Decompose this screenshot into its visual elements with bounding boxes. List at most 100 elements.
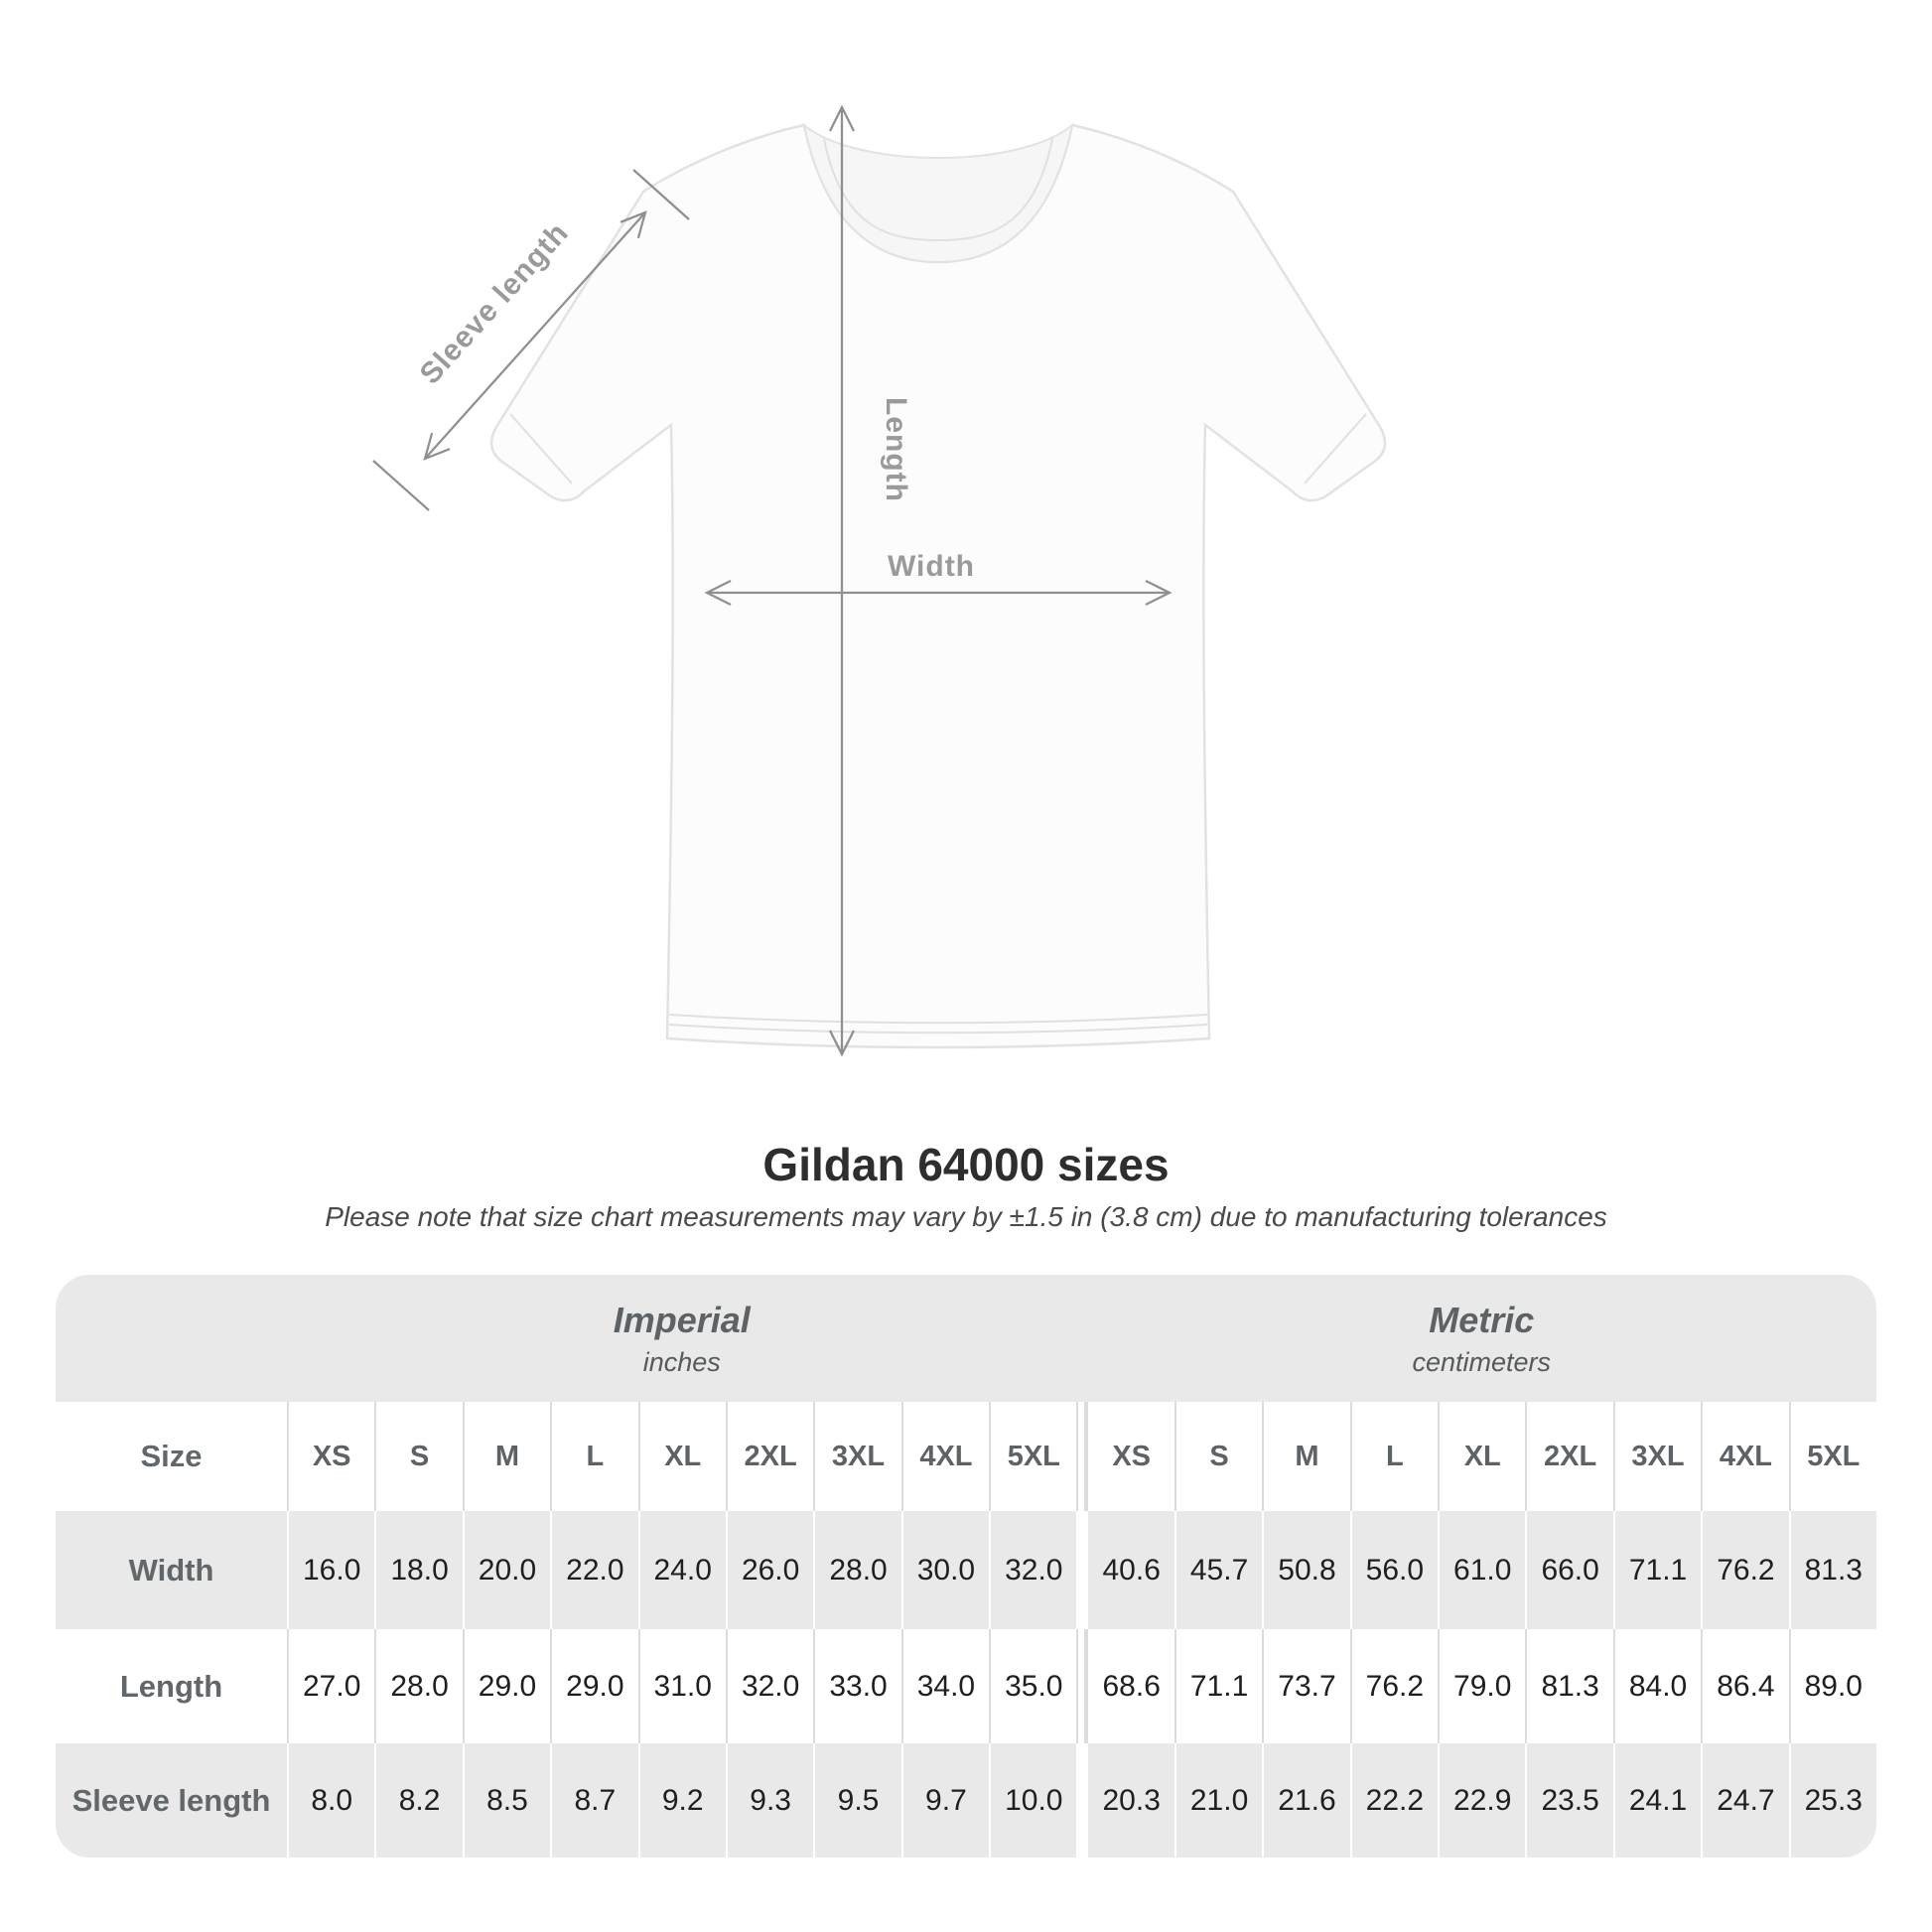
length-imperial-4xl-cell: 34.0 xyxy=(900,1629,990,1743)
imperial-group-header: Imperial inches xyxy=(287,1275,1077,1402)
imperial-group-unit: inches xyxy=(642,1346,721,1377)
size-imperial-3xl-header: 3XL xyxy=(813,1402,901,1511)
right-sleeve-seam xyxy=(1304,413,1367,484)
size-metric-m-header: M xyxy=(1262,1402,1350,1511)
left-sleeve-seam xyxy=(509,413,573,484)
width-metric-m-cell: 50.8 xyxy=(1262,1511,1350,1629)
length-row: Length 27.0 28.0 29.0 29.0 31.0 32.0 33.0 34.0 35… xyxy=(56,1629,1876,1743)
size-chart-body: Size XS S M L XL 2XL 3XL 4XL 5XL XS S M L XL 2XL 3XL 4XL 5… xyxy=(56,1402,1876,1858)
width-imperial-xs-cell: 16.0 xyxy=(287,1511,375,1629)
width-imperial-5xl-cell: 32.0 xyxy=(989,1511,1077,1629)
tshirt-collar xyxy=(802,122,1074,264)
width-metric-l-cell: 56.0 xyxy=(1349,1511,1439,1629)
size-metric-s-header: S xyxy=(1173,1402,1263,1511)
width-label: Width xyxy=(888,550,975,583)
width-imperial-m-cell: 20.0 xyxy=(462,1511,551,1629)
sleeve-length-metric-3xl-cell: 24.1 xyxy=(1612,1743,1702,1858)
width-imperial-xl-cell: 24.0 xyxy=(637,1511,726,1629)
group-gap xyxy=(1076,1511,1087,1629)
length-imperial-xs-cell: 27.0 xyxy=(287,1629,375,1743)
length-imperial-xl-cell: 31.0 xyxy=(637,1629,726,1743)
sleeve-length-row: Sleeve length 8.0 8.2 8.5 8.7 9.2 9.3 9.5 9.7 10.… xyxy=(56,1743,1876,1858)
length-imperial-s-cell: 28.0 xyxy=(374,1629,463,1743)
page-title: Gildan 64000 sizes xyxy=(762,1139,1170,1190)
sleeve-length-metric-2xl-cell: 23.5 xyxy=(1525,1743,1613,1858)
sleeve-length-row-label: Sleeve length xyxy=(56,1743,287,1858)
sleeve-length-metric-xs-cell: 20.3 xyxy=(1086,1743,1174,1858)
width-metric-2xl-cell: 66.0 xyxy=(1525,1511,1613,1629)
size-imperial-m-header: M xyxy=(462,1402,551,1511)
sleeve-length-metric-5xl-cell: 25.3 xyxy=(1788,1743,1876,1858)
tshirt-measurement-figure: Length Width Sleeve length xyxy=(372,104,1387,1057)
length-imperial-m-cell: 29.0 xyxy=(462,1629,551,1743)
tshirt-outline xyxy=(489,123,1387,1049)
width-imperial-s-cell: 18.0 xyxy=(374,1511,463,1629)
sleeve-length-imperial-3xl-cell: 9.5 xyxy=(813,1743,901,1858)
size-imperial-l-header: L xyxy=(550,1402,638,1511)
sleeve-length-metric-m-cell: 21.6 xyxy=(1262,1743,1350,1858)
sleeve-length-metric-l-cell: 22.2 xyxy=(1349,1743,1439,1858)
sleeve-length-imperial-s-cell: 8.2 xyxy=(374,1743,463,1858)
size-imperial-xs-header: XS xyxy=(287,1402,375,1511)
sleeve-length-metric-xl-cell: 22.9 xyxy=(1438,1743,1526,1858)
size-metric-xl-header: XL xyxy=(1438,1402,1526,1511)
length-metric-xs-cell: 68.6 xyxy=(1086,1629,1174,1743)
size-metric-4xl-header: 4XL xyxy=(1701,1402,1789,1511)
length-row-label: Length xyxy=(56,1629,287,1743)
width-metric-xl-cell: 61.0 xyxy=(1438,1511,1526,1629)
sleeve-length-imperial-2xl-cell: 9.3 xyxy=(725,1743,814,1858)
width-row-label: Width xyxy=(56,1511,287,1629)
group-gap xyxy=(1076,1743,1087,1858)
size-imperial-xl-header: XL xyxy=(637,1402,726,1511)
length-metric-2xl-cell: 81.3 xyxy=(1525,1629,1613,1743)
sleeve-length-imperial-m-cell: 8.5 xyxy=(462,1743,551,1858)
size-row-label: Size xyxy=(56,1402,287,1511)
width-imperial-3xl-cell: 28.0 xyxy=(813,1511,901,1629)
width-imperial-2xl-cell: 26.0 xyxy=(725,1511,814,1629)
metric-group-unit: centimeters xyxy=(1412,1346,1552,1377)
sleeve-length-arrow xyxy=(372,169,690,511)
sleeve-length-imperial-4xl-cell: 9.7 xyxy=(900,1743,990,1858)
length-imperial-2xl-cell: 32.0 xyxy=(725,1629,814,1743)
size-metric-xs-header: XS xyxy=(1086,1402,1174,1511)
width-metric-5xl-cell: 81.3 xyxy=(1788,1511,1876,1629)
tshirt-illustration: Length Width Sleeve length xyxy=(372,104,1387,1057)
width-metric-3xl-cell: 71.1 xyxy=(1612,1511,1702,1629)
bottom-hem-seam xyxy=(668,1014,1208,1035)
width-imperial-l-cell: 22.0 xyxy=(550,1511,638,1629)
length-label: Length xyxy=(880,397,912,502)
tolerance-note: Please note that size chart measurements… xyxy=(325,1201,1607,1232)
size-metric-l-header: L xyxy=(1349,1402,1439,1511)
size-imperial-2xl-header: 2XL xyxy=(725,1402,814,1511)
width-row: Width 16.0 18.0 20.0 22.0 24.0 26.0 28.0 30.0 32.… xyxy=(56,1511,1876,1629)
metric-group-header: Metric centimeters xyxy=(1087,1275,1877,1402)
imperial-group-title: Imperial xyxy=(613,1299,751,1340)
length-metric-5xl-cell: 89.0 xyxy=(1788,1629,1876,1743)
sleeve-length-imperial-5xl-cell: 10.0 xyxy=(989,1743,1077,1858)
size-metric-2xl-header: 2XL xyxy=(1525,1402,1613,1511)
size-row: Size XS S M L XL 2XL 3XL 4XL 5XL XS S M L XL 2XL 3XL 4XL 5… xyxy=(56,1402,1876,1511)
length-metric-3xl-cell: 84.0 xyxy=(1612,1629,1702,1743)
sleeve-length-imperial-xs-cell: 8.0 xyxy=(287,1743,375,1858)
sleeve-length-imperial-xl-cell: 9.2 xyxy=(637,1743,726,1858)
length-arrow xyxy=(828,104,856,1057)
length-metric-4xl-cell: 86.4 xyxy=(1701,1629,1789,1743)
size-imperial-4xl-header: 4XL xyxy=(900,1402,990,1511)
sleeve-length-imperial-l-cell: 8.7 xyxy=(550,1743,638,1858)
length-imperial-l-cell: 29.0 xyxy=(550,1629,638,1743)
length-metric-xl-cell: 79.0 xyxy=(1438,1629,1526,1743)
collar-band-seam xyxy=(823,138,1053,242)
width-arrow xyxy=(704,579,1173,607)
size-imperial-5xl-header: 5XL xyxy=(989,1402,1077,1511)
size-metric-5xl-header: 5XL xyxy=(1788,1402,1876,1511)
width-metric-4xl-cell: 76.2 xyxy=(1701,1511,1789,1629)
width-metric-s-cell: 45.7 xyxy=(1173,1511,1263,1629)
sleeve-length-metric-4xl-cell: 24.7 xyxy=(1701,1743,1789,1858)
group-gap xyxy=(1076,1402,1087,1511)
size-chart-table: Imperial inches Metric centimeters Size X… xyxy=(56,1275,1876,1858)
length-metric-s-cell: 71.1 xyxy=(1173,1629,1263,1743)
sleeve-length-metric-s-cell: 21.0 xyxy=(1173,1743,1263,1858)
size-metric-3xl-header: 3XL xyxy=(1612,1402,1702,1511)
length-metric-l-cell: 76.2 xyxy=(1349,1629,1439,1743)
metric-group-title: Metric xyxy=(1429,1299,1535,1340)
